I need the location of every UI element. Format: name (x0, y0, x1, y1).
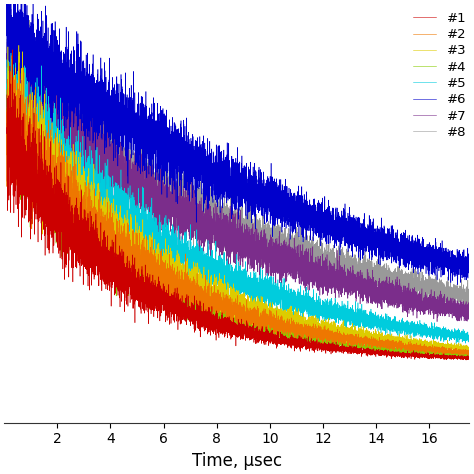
#5 (298, 291, 303, 296)
#8 (4, 85, 9, 91)
#4 (6, 60, 11, 65)
#1 (10, 47, 16, 53)
#4 (346, 342, 352, 348)
#6 (455, 282, 460, 288)
#5 (27, 148, 33, 154)
#3 (16, 43, 22, 48)
#3 (466, 345, 472, 351)
#4 (27, 224, 33, 230)
#7 (372, 293, 377, 299)
#2 (9, 53, 15, 58)
#8 (372, 272, 377, 277)
#2 (298, 322, 303, 328)
#7 (27, 78, 33, 84)
#6 (466, 270, 472, 276)
#2 (172, 265, 177, 271)
#1 (27, 180, 33, 185)
#6 (278, 207, 283, 213)
#2 (278, 317, 283, 323)
#4 (466, 351, 472, 357)
#2 (346, 340, 352, 346)
#3 (298, 316, 303, 321)
Line: #3: #3 (7, 46, 469, 353)
#7 (434, 319, 440, 325)
#1 (4, 92, 9, 98)
#8 (5, 8, 11, 14)
X-axis label: Time, μsec: Time, μsec (191, 452, 282, 470)
#7 (346, 288, 352, 294)
Line: #7: #7 (7, 17, 469, 322)
#7 (278, 251, 283, 256)
#3 (278, 317, 283, 322)
#5 (466, 336, 472, 341)
#6 (4, 64, 9, 70)
#2 (372, 342, 377, 347)
#5 (453, 341, 459, 346)
#1 (463, 357, 469, 363)
#8 (452, 307, 458, 312)
#7 (15, 14, 21, 20)
#2 (27, 130, 33, 136)
#1 (298, 335, 303, 341)
Line: #2: #2 (7, 55, 469, 355)
#5 (172, 258, 177, 264)
#2 (466, 349, 472, 355)
#1 (346, 348, 352, 354)
Legend: #1, #2, #3, #4, #5, #6, #7, #8: #1, #2, #3, #4, #5, #6, #7, #8 (407, 7, 472, 144)
#6 (27, 50, 33, 56)
#4 (458, 355, 464, 360)
#3 (27, 155, 33, 161)
Line: #5: #5 (7, 53, 469, 344)
#6 (372, 230, 377, 236)
#7 (172, 228, 177, 234)
#5 (8, 50, 14, 56)
Line: #4: #4 (7, 63, 469, 357)
#5 (4, 104, 9, 110)
#7 (466, 309, 472, 315)
#2 (466, 352, 472, 358)
#3 (346, 332, 352, 338)
#4 (4, 118, 9, 123)
#3 (372, 330, 377, 336)
#8 (298, 250, 303, 255)
#1 (172, 301, 177, 307)
Line: #8: #8 (7, 11, 469, 310)
#2 (4, 109, 9, 115)
#8 (27, 100, 33, 106)
#1 (466, 356, 472, 362)
#4 (298, 330, 303, 336)
#8 (278, 249, 283, 255)
#8 (346, 267, 352, 273)
#3 (4, 108, 9, 113)
#8 (172, 188, 177, 193)
#5 (372, 319, 377, 325)
#4 (278, 326, 283, 332)
#3 (459, 350, 465, 356)
#1 (372, 350, 377, 356)
#7 (4, 70, 9, 75)
Line: #6: #6 (7, 0, 469, 285)
#6 (298, 203, 303, 209)
#4 (172, 292, 177, 297)
#1 (278, 340, 283, 346)
#8 (466, 292, 472, 297)
#6 (172, 152, 177, 158)
#5 (346, 313, 352, 319)
#5 (278, 290, 283, 295)
#3 (172, 274, 177, 280)
#6 (346, 213, 352, 219)
#7 (298, 257, 303, 263)
Line: #1: #1 (7, 50, 469, 360)
#4 (372, 346, 377, 352)
